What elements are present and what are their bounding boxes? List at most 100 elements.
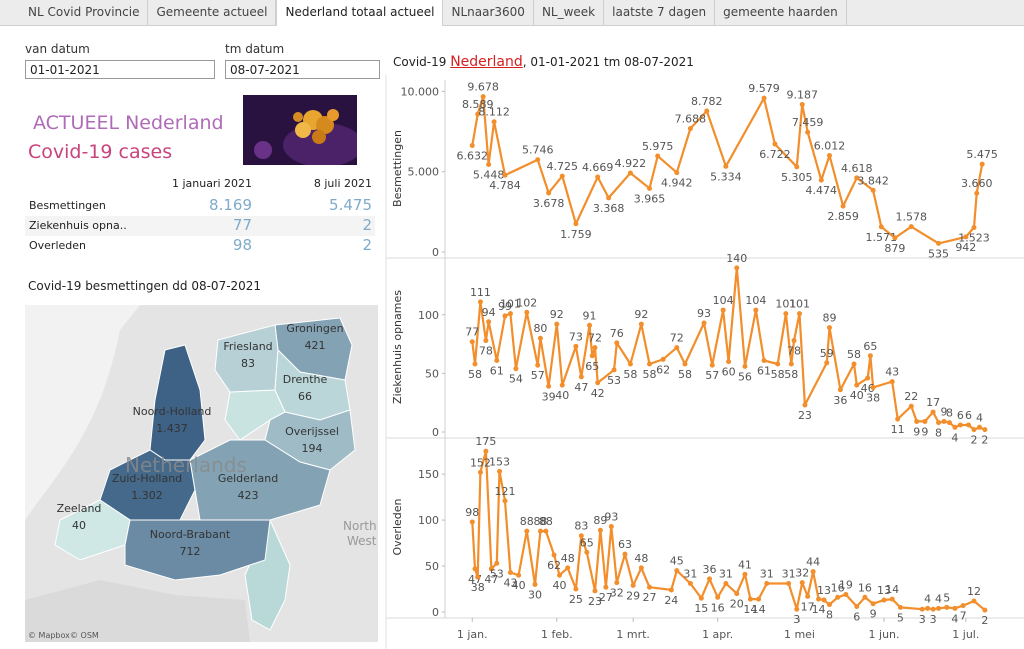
data-label: 2 — [981, 434, 988, 447]
data-label: 72 — [588, 332, 602, 345]
region-value: 40 — [72, 519, 86, 532]
data-point — [543, 528, 549, 534]
attribution: © OSM — [70, 631, 99, 640]
data-point — [524, 528, 530, 534]
data-point — [587, 322, 593, 328]
data-label: 9 — [870, 608, 877, 621]
tab[interactable]: NL_week — [534, 0, 605, 26]
data-label: 93 — [604, 511, 618, 524]
data-point — [483, 448, 489, 454]
data-line — [471, 450, 986, 612]
tab[interactable]: gemeente haarden — [715, 0, 847, 26]
data-label: 3 — [930, 613, 937, 626]
region-value: 66 — [298, 390, 312, 403]
map-label: West — [347, 534, 377, 548]
data-point — [941, 418, 947, 424]
data-point — [614, 580, 620, 586]
data-point — [472, 361, 478, 367]
tab[interactable]: Nederland totaal actueel — [276, 0, 444, 26]
data-label: 61 — [757, 364, 771, 377]
data-label: 1.578 — [896, 211, 928, 224]
data-point — [851, 361, 857, 367]
data-point — [756, 596, 762, 602]
data-point — [788, 361, 794, 367]
line-chart: Ziekenhuis opnames0501007758111789461991… — [386, 252, 1024, 447]
row-value: 2 — [362, 236, 372, 254]
data-point — [892, 235, 898, 241]
data-label: 19 — [839, 579, 853, 592]
data-point — [532, 581, 538, 587]
data-point — [889, 596, 895, 602]
data-point — [707, 576, 713, 582]
data-label: 23 — [798, 409, 812, 422]
data-point — [674, 345, 680, 351]
data-label: 5.975 — [642, 140, 674, 153]
data-point — [799, 101, 805, 107]
data-point — [483, 338, 489, 344]
data-label: 7 — [960, 610, 967, 623]
data-label: 32 — [795, 567, 809, 580]
data-label: 5 — [943, 591, 950, 604]
data-label: 4.784 — [489, 179, 521, 192]
data-point — [546, 190, 552, 196]
data-label: 2 — [971, 434, 978, 447]
data-point — [826, 325, 832, 331]
map-label: North — [343, 519, 377, 533]
data-label: 6 — [965, 409, 972, 422]
data-label: 6.012 — [814, 139, 846, 152]
data-point — [982, 607, 988, 613]
data-point — [606, 195, 612, 201]
data-label: 47 — [484, 573, 498, 586]
data-label: 78 — [787, 345, 801, 358]
data-point — [862, 594, 868, 600]
data-point — [818, 177, 824, 183]
tab[interactable]: laatste 7 dagen — [604, 0, 716, 26]
table-row: Overleden 98 2 — [25, 236, 375, 256]
data-label: 54 — [509, 373, 523, 386]
data-label: 8 — [826, 609, 833, 622]
tab[interactable]: Gemeente actueel — [148, 0, 277, 26]
date-input[interactable]: 08-07-2021 — [225, 60, 380, 79]
data-point — [701, 320, 707, 326]
tab-bar: NL Covid Provincie Gemeente actueel Nederl… — [0, 0, 1024, 26]
x-tick-label: 1 mei — [784, 628, 815, 641]
tab[interactable]: NL Covid Provincie — [20, 0, 149, 26]
header-link[interactable]: Nederland — [450, 54, 523, 70]
y-tick-label: 100 — [418, 514, 439, 527]
data-label: 88 — [539, 515, 553, 528]
region-name: Overijssel — [285, 425, 339, 438]
data-point — [513, 366, 519, 372]
data-point — [908, 224, 914, 230]
data-label: 58 — [643, 368, 657, 381]
data-point — [573, 221, 579, 227]
data-point — [930, 606, 936, 612]
data-label: 4.942 — [661, 177, 693, 190]
data-label: 4.474 — [806, 184, 838, 197]
data-point — [480, 94, 486, 100]
region-value: 423 — [238, 489, 259, 502]
date-input[interactable]: 01-01-2021 — [25, 60, 215, 79]
data-label: 9.579 — [748, 82, 780, 95]
data-point — [895, 416, 901, 422]
data-point — [554, 321, 560, 327]
data-label: 78 — [479, 345, 493, 358]
tab[interactable]: NLnaar3600 — [443, 0, 534, 26]
data-label: 61 — [490, 364, 504, 377]
data-label: 101 — [500, 298, 521, 311]
headline: ACTUEEL Nederland — [33, 112, 224, 134]
data-label: 5.746 — [522, 144, 554, 157]
data-point — [761, 95, 767, 101]
data-point — [870, 384, 876, 390]
data-label: 7.688 — [675, 113, 707, 126]
data-point — [723, 163, 729, 169]
data-label: 4 — [951, 612, 958, 625]
data-label: 38 — [866, 391, 880, 404]
data-point — [925, 605, 931, 611]
data-label: 58 — [847, 348, 861, 361]
data-label: 12 — [967, 585, 981, 598]
data-label: 7.459 — [792, 116, 824, 129]
data-point — [791, 338, 797, 344]
data-point — [477, 299, 483, 305]
table-row: Ziekenhuis opna.. 77 2 — [25, 216, 375, 236]
data-point — [764, 581, 770, 587]
